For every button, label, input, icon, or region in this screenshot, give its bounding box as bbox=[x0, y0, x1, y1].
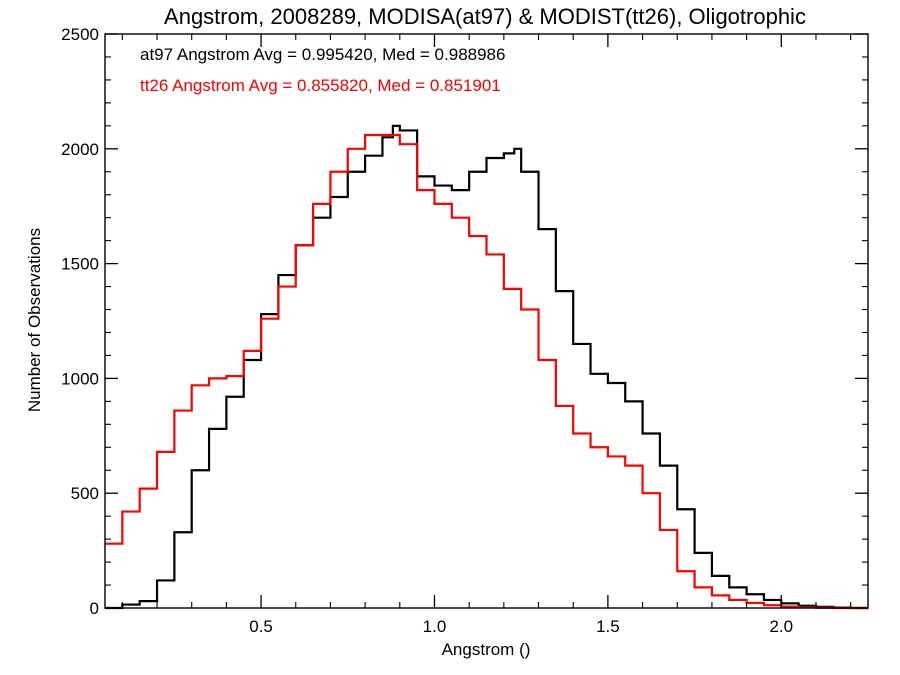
y-tick-label: 2500 bbox=[61, 25, 99, 44]
ticks-layer: 0.5 1.0 1.5 2.0 0 500 1000 1500 2000 2500 bbox=[61, 25, 868, 636]
x-tick-label: 1.0 bbox=[423, 617, 447, 636]
annotation-tt26: tt26 Angstrom Avg = 0.855820, Med = 0.85… bbox=[140, 76, 501, 95]
chart-title: Angstrom, 2008289, MODISA(at97) & MODIST… bbox=[164, 4, 806, 29]
y-tick-label: 2000 bbox=[61, 140, 99, 159]
x-axis-label: Angstrom () bbox=[442, 640, 531, 659]
plot-frame bbox=[104, 33, 869, 609]
y-tick-label: 0 bbox=[90, 599, 99, 618]
series-layer bbox=[105, 124, 868, 610]
annotation-at97: at97 Angstrom Avg = 0.995420, Med = 0.98… bbox=[140, 45, 505, 64]
y-tick-label: 1500 bbox=[61, 255, 99, 274]
x-tick-label: 1.5 bbox=[596, 617, 620, 636]
x-tick-label: 2.0 bbox=[769, 617, 793, 636]
series-at97-line bbox=[105, 124, 868, 610]
y-tick-label: 500 bbox=[71, 484, 99, 503]
y-tick-label: 1000 bbox=[61, 369, 99, 388]
y-axis-label: Number of Observations bbox=[25, 228, 44, 412]
series-tt26-line bbox=[105, 133, 868, 610]
x-tick-label: 0.5 bbox=[249, 617, 273, 636]
